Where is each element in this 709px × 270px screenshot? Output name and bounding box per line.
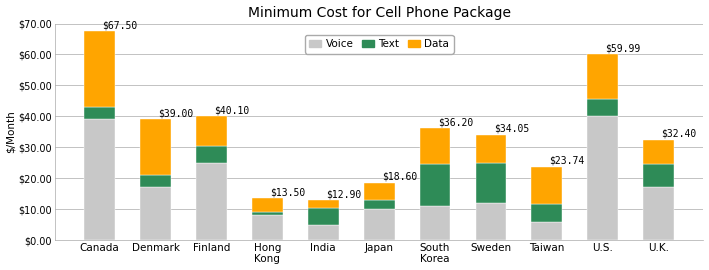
Bar: [252, 198, 283, 212]
Bar: [140, 175, 171, 187]
Text: $34.05: $34.05: [493, 124, 529, 134]
Bar: [252, 215, 283, 240]
Bar: [532, 221, 562, 240]
Bar: [364, 209, 394, 240]
Bar: [84, 31, 115, 107]
Text: $13.50: $13.50: [270, 187, 306, 197]
Bar: [364, 200, 394, 209]
Bar: [308, 200, 339, 208]
Bar: [420, 128, 450, 164]
Text: $39.00: $39.00: [158, 109, 194, 119]
Y-axis label: $/Month: $/Month: [6, 110, 16, 153]
Text: $18.60: $18.60: [382, 172, 417, 182]
Bar: [587, 99, 618, 116]
Bar: [532, 204, 562, 221]
Bar: [308, 225, 339, 240]
Bar: [587, 116, 618, 240]
Bar: [140, 119, 171, 175]
Bar: [476, 203, 506, 240]
Bar: [196, 163, 227, 240]
Bar: [252, 212, 283, 215]
Bar: [196, 146, 227, 163]
Title: Minimum Cost for Cell Phone Package: Minimum Cost for Cell Phone Package: [247, 6, 510, 19]
Bar: [420, 164, 450, 206]
Bar: [643, 140, 674, 164]
Legend: Voice, Text, Data: Voice, Text, Data: [305, 35, 454, 53]
Bar: [532, 167, 562, 204]
Text: $59.99: $59.99: [605, 43, 641, 53]
Text: $12.90: $12.90: [326, 189, 362, 199]
Text: $23.74: $23.74: [549, 156, 585, 166]
Text: $67.50: $67.50: [103, 20, 138, 30]
Bar: [643, 187, 674, 240]
Bar: [643, 164, 674, 187]
Bar: [587, 55, 618, 99]
Text: $36.20: $36.20: [438, 117, 473, 127]
Bar: [140, 187, 171, 240]
Bar: [84, 119, 115, 240]
Text: $40.10: $40.10: [214, 105, 250, 115]
Bar: [420, 206, 450, 240]
Bar: [196, 116, 227, 146]
Bar: [308, 208, 339, 225]
Bar: [476, 163, 506, 203]
Text: $32.40: $32.40: [661, 129, 697, 139]
Bar: [364, 183, 394, 200]
Bar: [84, 107, 115, 119]
Bar: [476, 135, 506, 163]
